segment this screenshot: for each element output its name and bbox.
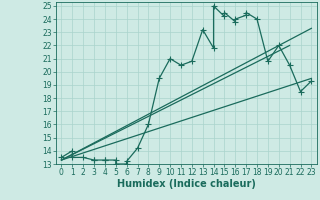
X-axis label: Humidex (Indice chaleur): Humidex (Indice chaleur) xyxy=(117,179,256,189)
